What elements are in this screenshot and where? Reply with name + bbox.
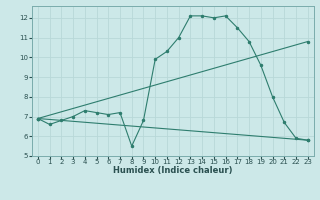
X-axis label: Humidex (Indice chaleur): Humidex (Indice chaleur) [113,166,233,175]
